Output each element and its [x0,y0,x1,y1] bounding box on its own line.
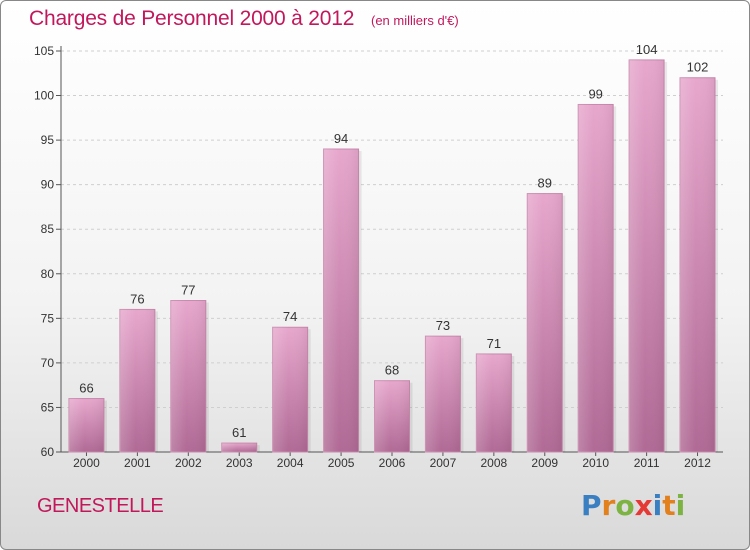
bar-highlight [170,300,206,452]
x-tick-label: 2011 [634,456,660,470]
bar-highlight [119,309,155,452]
bar-highlight [629,59,665,453]
logo-letter: i [652,489,663,522]
bar-highlight [578,104,614,452]
bar-value-label: 73 [436,318,450,333]
y-tick-label: 65 [41,400,55,414]
bar-value-label: 76 [130,291,144,306]
x-tick-label: 2012 [684,456,711,470]
y-tick-label: 60 [41,445,55,459]
x-tick-label: 2000 [73,456,100,470]
y-tick-label: 70 [41,356,55,370]
bar-highlight [323,149,359,452]
bar-value-label: 71 [487,336,501,351]
bar-value-label: 94 [334,131,348,146]
bar-highlight [272,327,308,452]
bar-value-label: 74 [283,309,297,324]
x-tick-label: 2009 [531,456,558,470]
y-tick-label: 95 [41,133,55,147]
proxiti-logo: Proxiti [581,489,685,522]
y-tick-label: 80 [41,267,55,281]
x-tick-label: 2004 [277,456,304,470]
x-tick-label: 2002 [175,456,202,470]
logo-letter: x [634,489,653,522]
x-tick-label: 2010 [582,456,609,470]
logo-letter: o [615,489,635,522]
bar-value-label: 61 [232,425,246,440]
bar-highlight [527,193,563,453]
bar-highlight [680,77,716,452]
y-tick-label: 90 [41,178,55,192]
bar-value-label: 99 [588,86,602,101]
bar-value-label: 104 [636,42,658,57]
bar-value-label: 77 [181,283,195,298]
bar-highlight [374,380,410,452]
logo-letter: i [675,489,686,522]
bar-highlight [221,443,257,452]
bar-highlight [68,398,104,452]
x-tick-label: 2008 [480,456,507,470]
town-name: GENESTELLE [37,495,164,517]
x-tick-label: 2006 [379,456,406,470]
bar-value-label: 102 [687,60,709,75]
y-tick-label: 85 [41,222,55,236]
chart-title: Charges de Personnel 2000 à 2012 [29,7,355,30]
x-tick-label: 2005 [328,456,355,470]
bar-value-label: 66 [79,381,93,396]
bar-value-label: 89 [538,176,552,191]
bar-highlight [476,353,512,452]
bar-value-label: 68 [385,363,399,378]
x-tick-label: 2003 [226,456,253,470]
chart-subtitle: (en milliers d'€) [371,13,459,28]
y-tick-label: 105 [34,44,54,58]
logo-letter: t [662,489,676,522]
bar-highlight [425,336,461,452]
x-tick-label: 2001 [124,456,151,470]
logo-letter: P [581,489,602,522]
x-tick-label: 2007 [430,456,457,470]
logo-letter: r [601,489,616,522]
y-tick-label: 75 [41,311,55,325]
y-tick-label: 100 [34,89,54,103]
